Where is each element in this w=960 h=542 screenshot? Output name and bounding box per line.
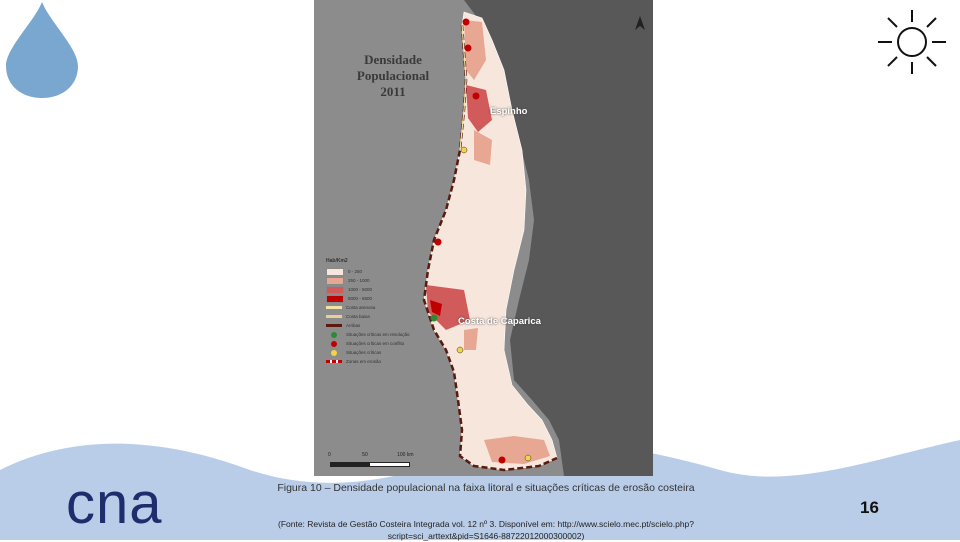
- legend-item: 1000 - 5000: [326, 285, 436, 294]
- legend-item: Situações críticas em conflito: [326, 339, 436, 348]
- map-title-line2: 2011: [380, 84, 406, 99]
- page-number: 16: [860, 498, 879, 517]
- legend-item: Zonas em erosão: [326, 357, 436, 366]
- brand-logo-text: cna: [66, 471, 163, 536]
- scale-bar: [330, 462, 410, 467]
- figure-source: (Fonte: Revista de Gestão Costeira Integ…: [277, 519, 695, 541]
- water-drop-icon: [6, 2, 78, 98]
- label-espinho: Espinho: [490, 106, 528, 117]
- legend-item: 250 - 1000: [326, 276, 436, 285]
- map-title-line1: Densidade Populacional: [356, 52, 430, 83]
- legend-item: 0 - 250: [326, 267, 436, 276]
- population-density-map: Densidade Populacional 2011 Espinho Cost…: [314, 0, 653, 476]
- legend-title: Hab/Km2: [326, 258, 348, 264]
- map-legend: Hab/Km2 0 - 250 250 - 1000 1000 - 5000 5…: [326, 258, 436, 366]
- legend-item: Costa baixa: [326, 312, 436, 321]
- scale-label: 50: [362, 452, 368, 458]
- map-graphic: [314, 0, 653, 476]
- legend-item: 5000 - 6500: [326, 294, 436, 303]
- legend-item: Costa arenosa: [326, 303, 436, 312]
- map-title: Densidade Populacional 2011: [328, 52, 458, 100]
- legend-item: Situações críticas em resolução: [326, 330, 436, 339]
- legend-item: Arribas: [326, 321, 436, 330]
- legend-item: Situações críticas: [326, 348, 436, 357]
- sun-icon: [878, 10, 946, 74]
- scale-label: 100 km: [397, 452, 414, 458]
- scale-label: 0: [328, 452, 331, 458]
- figure-caption: Figura 10 – Densidade populacional na fa…: [277, 482, 695, 494]
- north-arrow-icon: [635, 16, 645, 30]
- label-costa-de-caparica: Costa de Caparica: [458, 316, 541, 327]
- map-scale: 0 50 100 km: [328, 452, 414, 458]
